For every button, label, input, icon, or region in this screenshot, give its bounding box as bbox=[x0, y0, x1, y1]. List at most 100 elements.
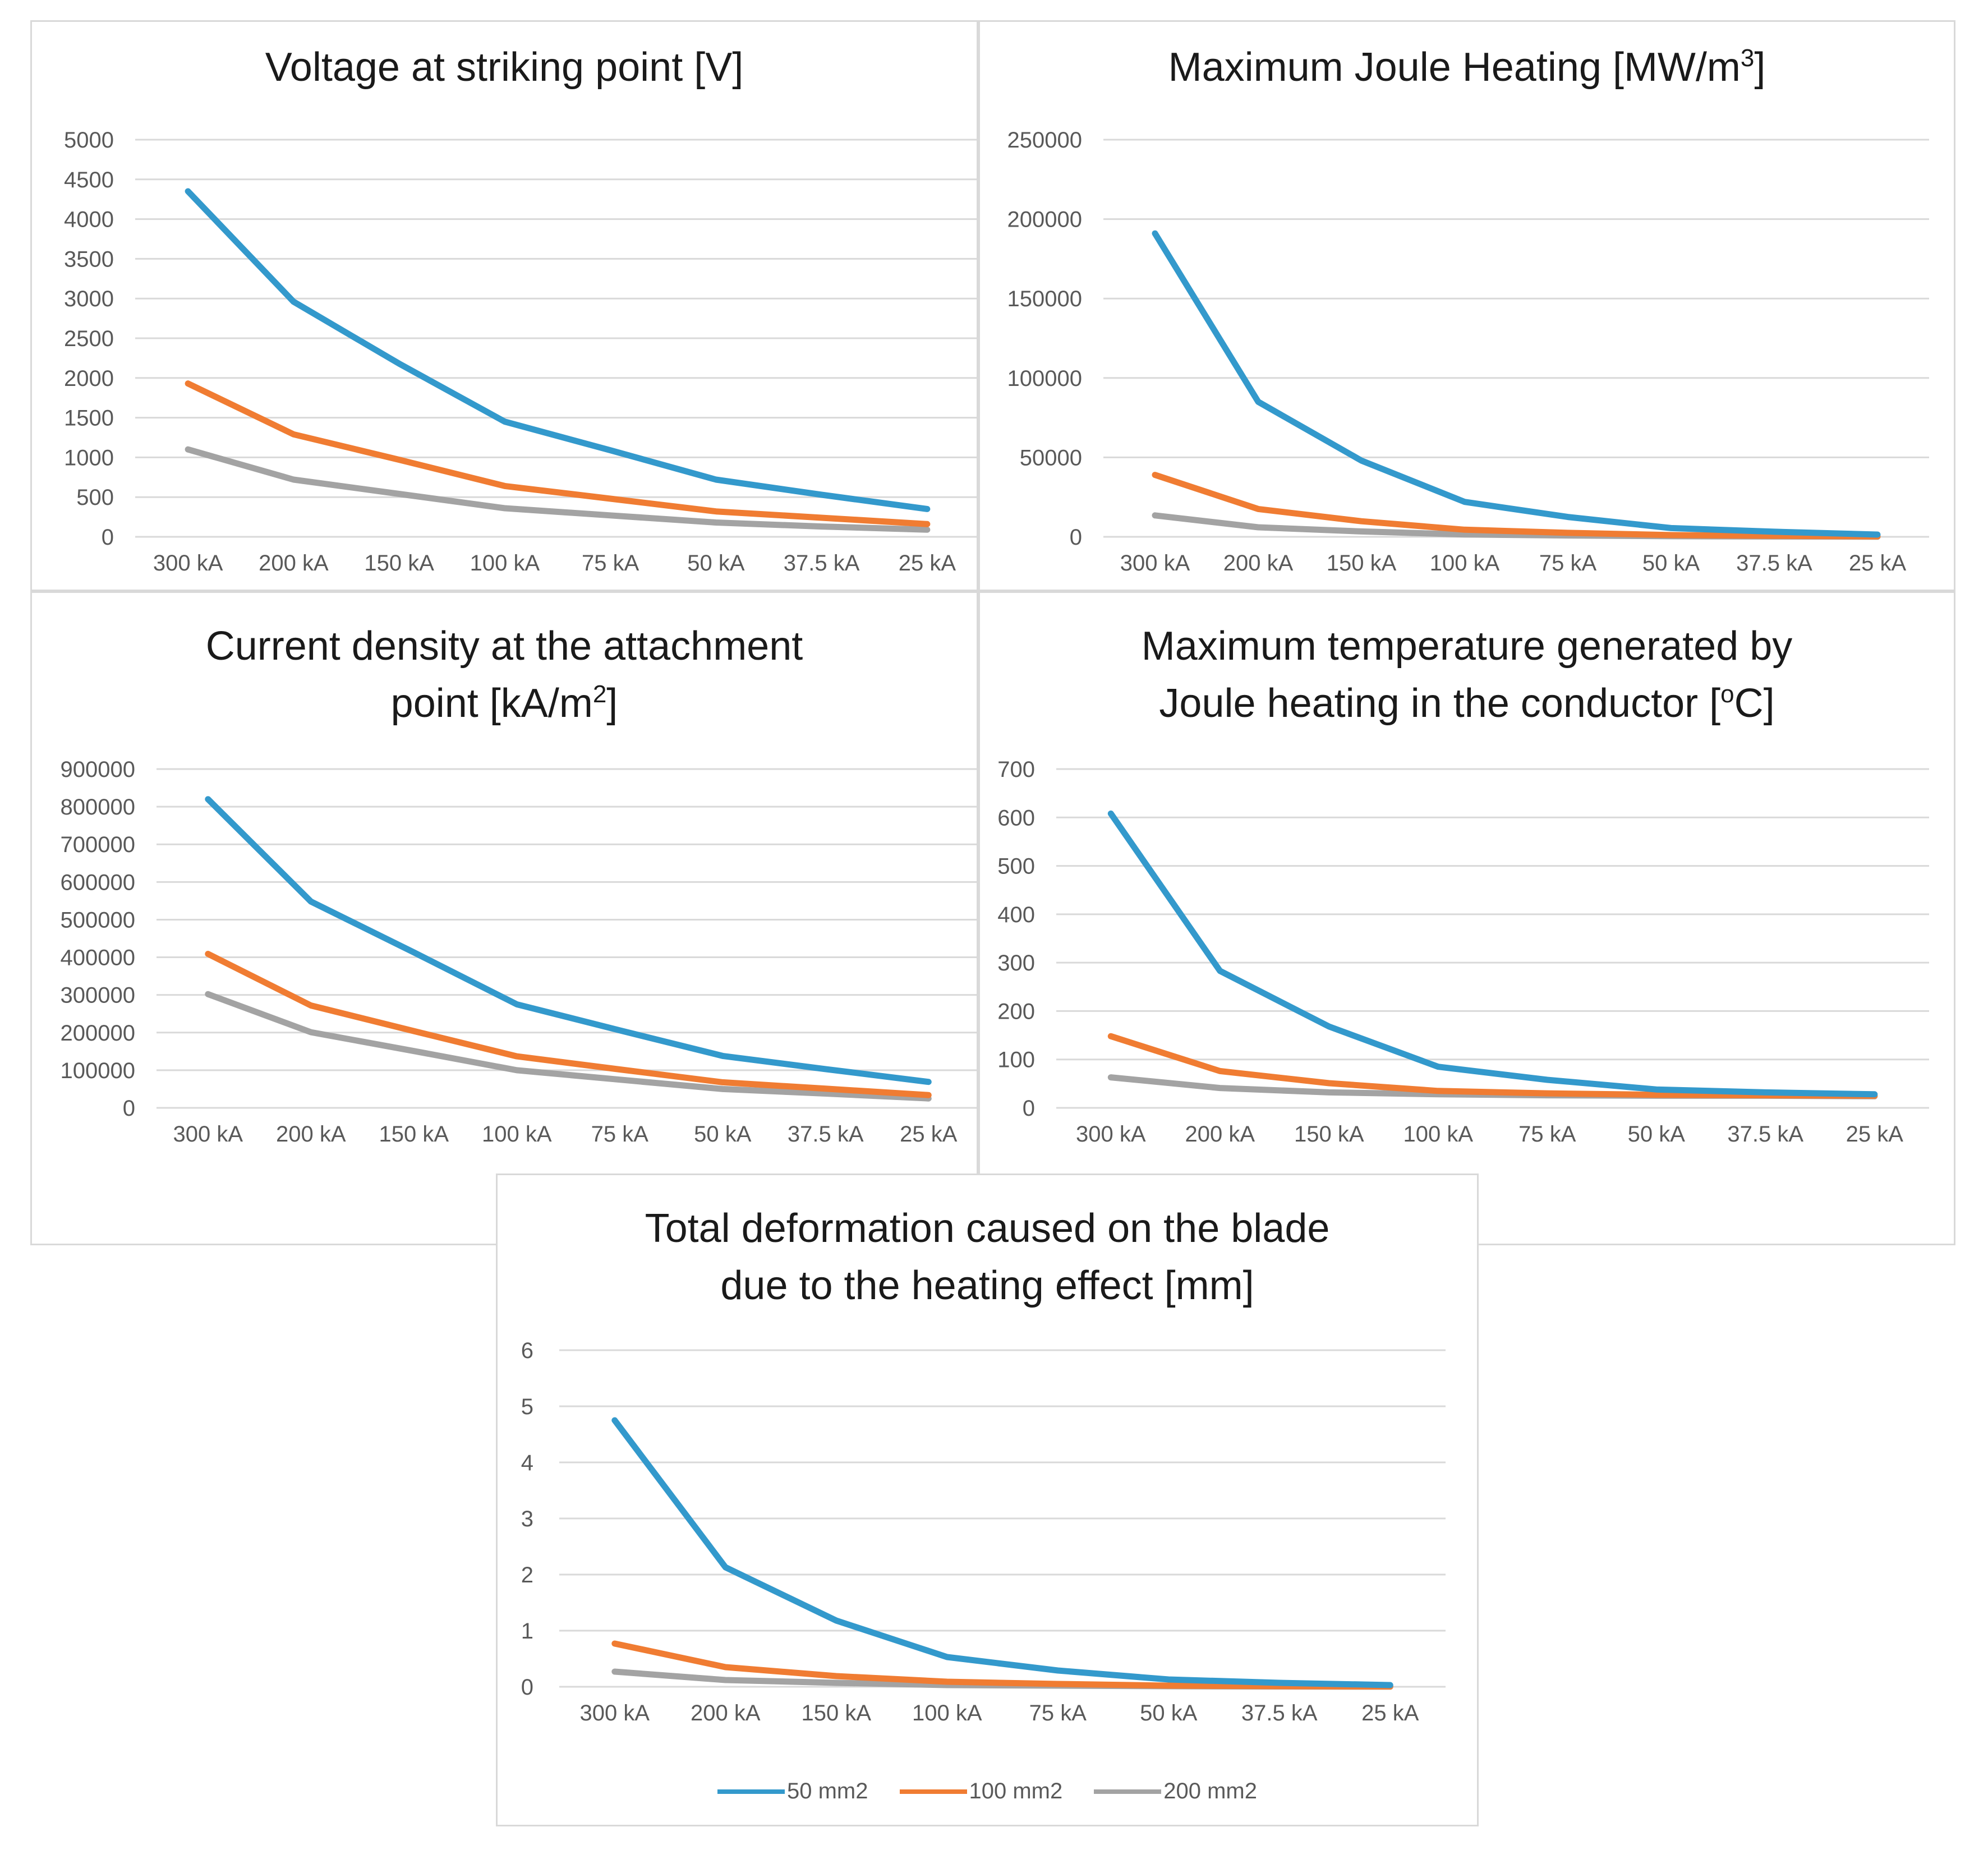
y-tick-label: 3 bbox=[521, 1507, 533, 1531]
series-line-100mm2 bbox=[205, 951, 932, 1098]
chart-title: Current density at the attachment point [… bbox=[32, 618, 977, 732]
series-line-50mm2 bbox=[1107, 810, 1878, 1098]
chart-panel-voltage: Voltage at striking point [V] 0 500 1000 15… bbox=[30, 20, 980, 591]
x-tick-label: 50 kA bbox=[687, 551, 745, 576]
y-tick-label: 150000 bbox=[1007, 287, 1082, 311]
x-tick-label: 50 kA bbox=[1140, 1701, 1198, 1725]
chart-plot: 0 50000 100000 150000 200000 250000 300 kA 200 … bbox=[1007, 128, 1929, 576]
y-tick-label: 500 bbox=[997, 854, 1035, 879]
y-tick-label: 200000 bbox=[1007, 208, 1082, 232]
x-tick-label: 75 kA bbox=[1539, 551, 1597, 576]
series-line-100mm2 bbox=[1152, 472, 1881, 540]
legend-swatch bbox=[1094, 1789, 1162, 1794]
y-tick-label: 600 bbox=[997, 806, 1035, 830]
legend-label: 100 mm2 bbox=[969, 1779, 1063, 1803]
y-tick-label: 5000 bbox=[64, 128, 114, 153]
series-line-50mm2 bbox=[205, 796, 932, 1085]
x-tick-label: 50 kA bbox=[1642, 551, 1700, 576]
x-tick-label: 200 kA bbox=[1223, 551, 1294, 576]
y-tick-label: 500000 bbox=[61, 908, 135, 932]
legend-item-50mm2: 50 mm2 bbox=[717, 1779, 868, 1804]
chart-title: Maximum Joule Heating [MW/m3] bbox=[980, 39, 1954, 96]
y-tick-label: 50000 bbox=[1020, 445, 1082, 470]
chart-panel-total-deformation: Total deformation caused on the blade due… bbox=[496, 1173, 1479, 1826]
chart-plot: 0 1 2 3 4 5 6 300 kA 200 kA 150 kA 100 kA 75 kA 50 k… bbox=[521, 1338, 1446, 1725]
title-text: Total deformation caused on the blade due… bbox=[645, 1206, 1330, 1308]
x-tick-label: 150 kA bbox=[379, 1122, 449, 1147]
y-tick-label: 100000 bbox=[1007, 366, 1082, 391]
title-text: Maximum temperature generated by Joule he… bbox=[1141, 624, 1793, 726]
y-tick-label: 4000 bbox=[64, 208, 114, 232]
chart-panel-current-density: Current density at the attachment point [… bbox=[30, 591, 980, 1245]
x-tick-label: 200 kA bbox=[691, 1701, 761, 1725]
x-tick-label: 37.5 kA bbox=[1736, 551, 1812, 576]
x-tick-label: 37.5 kA bbox=[1727, 1122, 1803, 1147]
x-tick-label: 150 kA bbox=[801, 1701, 871, 1725]
chart-panel-max-temperature: Maximum temperature generated by Joule he… bbox=[978, 591, 1955, 1245]
series-line-50mm2 bbox=[185, 188, 931, 512]
series-line-50mm2 bbox=[611, 1417, 1393, 1688]
y-tick-label: 1500 bbox=[64, 406, 114, 431]
y-tick-label: 300000 bbox=[61, 983, 135, 1008]
y-tick-label: 2500 bbox=[64, 326, 114, 351]
series-line-200mm2 bbox=[185, 446, 931, 533]
chart-panel-joule-heating: Maximum Joule Heating [MW/m3] 0 50000 1000… bbox=[978, 20, 1955, 591]
x-tick-label: 300 kA bbox=[173, 1122, 243, 1147]
x-tick-label: 25 kA bbox=[1849, 551, 1907, 576]
x-tick-label: 200 kA bbox=[259, 551, 329, 576]
y-tick-label: 3000 bbox=[64, 287, 114, 311]
x-tick-label: 75 kA bbox=[1518, 1122, 1576, 1147]
x-tick-label: 300 kA bbox=[153, 551, 223, 576]
legend-item-100mm2: 100 mm2 bbox=[899, 1779, 1063, 1804]
x-tick-label: 100 kA bbox=[470, 551, 540, 576]
y-tick-label: 300 bbox=[997, 951, 1035, 975]
x-tick-label: 200 kA bbox=[276, 1122, 346, 1147]
x-tick-label: 75 kA bbox=[591, 1122, 649, 1147]
y-tick-label: 200000 bbox=[61, 1021, 135, 1046]
y-tick-label: 800000 bbox=[61, 795, 135, 820]
y-tick-label: 100 bbox=[997, 1048, 1035, 1073]
x-tick-label: 50 kA bbox=[1628, 1122, 1686, 1147]
x-tick-label: 100 kA bbox=[1430, 551, 1500, 576]
x-tick-label: 100 kA bbox=[482, 1122, 552, 1147]
y-tick-label: 250000 bbox=[1007, 128, 1082, 153]
chart-title: Voltage at striking point [V] bbox=[32, 39, 977, 96]
x-tick-label: 37.5 kA bbox=[784, 551, 860, 576]
y-tick-label: 400 bbox=[997, 903, 1035, 927]
series-line-200mm2 bbox=[205, 991, 932, 1102]
x-tick-label: 25 kA bbox=[899, 551, 956, 576]
x-tick-label: 25 kA bbox=[1846, 1122, 1904, 1147]
y-tick-label: 6 bbox=[521, 1338, 533, 1363]
x-tick-label: 150 kA bbox=[1294, 1122, 1364, 1147]
x-tick-label: 200 kA bbox=[1185, 1122, 1255, 1147]
y-tick-label: 4 bbox=[521, 1451, 533, 1475]
y-tick-label: 700000 bbox=[61, 832, 135, 857]
y-tick-label: 600000 bbox=[61, 870, 135, 895]
y-tick-label: 5 bbox=[521, 1395, 533, 1419]
title-text: Current density at the attachment point [… bbox=[205, 624, 803, 726]
series-line-50mm2 bbox=[1152, 230, 1881, 538]
x-tick-label: 37.5 kA bbox=[1241, 1701, 1318, 1725]
legend-label: 200 mm2 bbox=[1163, 1779, 1257, 1803]
y-tick-label: 1000 bbox=[64, 445, 114, 470]
chart-title: Maximum temperature generated by Joule he… bbox=[980, 618, 1954, 732]
x-tick-label: 50 kA bbox=[694, 1122, 752, 1147]
y-tick-label: 100000 bbox=[61, 1059, 135, 1083]
y-tick-label: 400000 bbox=[61, 946, 135, 970]
x-tick-label: 75 kA bbox=[1029, 1701, 1087, 1725]
y-tick-label: 700 bbox=[997, 757, 1035, 782]
series-line-100mm2 bbox=[1107, 1033, 1878, 1099]
chart-title: Total deformation caused on the blade due… bbox=[498, 1200, 1477, 1314]
legend-swatch bbox=[899, 1789, 967, 1794]
y-tick-label: 0 bbox=[1023, 1096, 1035, 1121]
x-tick-label: 75 kA bbox=[582, 551, 639, 576]
y-tick-label: 2 bbox=[521, 1563, 533, 1587]
y-tick-label: 0 bbox=[521, 1675, 533, 1700]
y-tick-label: 4500 bbox=[64, 168, 114, 192]
x-tick-label: 300 kA bbox=[1120, 551, 1190, 576]
y-tick-label: 0 bbox=[102, 525, 114, 550]
x-tick-label: 25 kA bbox=[1361, 1701, 1419, 1725]
legend-item-200mm2: 200 mm2 bbox=[1094, 1779, 1257, 1804]
y-tick-label: 0 bbox=[1070, 525, 1082, 550]
x-tick-label: 25 kA bbox=[900, 1122, 958, 1147]
